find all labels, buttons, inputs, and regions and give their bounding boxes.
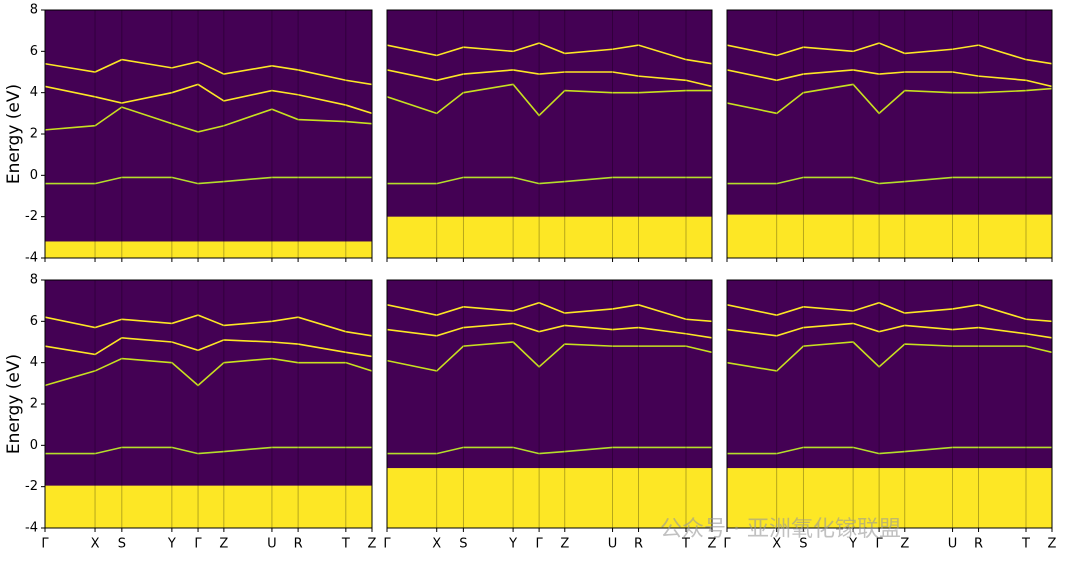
band-line: [45, 106, 372, 133]
y-axis-label: Energy (eV): [4, 354, 24, 454]
y-tick-label: 2: [30, 127, 38, 142]
y-tick-label: 8: [30, 3, 38, 18]
band-line: [387, 42, 712, 65]
band-line: [727, 69, 1052, 88]
watermark: 公众号 · 亚洲氧化镓联盟: [660, 517, 901, 542]
panel-frame: [386, 279, 713, 529]
x-tick-label: Γ: [535, 537, 543, 552]
x-tick-label: Z: [708, 537, 717, 552]
x-tick-label: Y: [508, 537, 517, 552]
valence-region: [45, 241, 372, 258]
y-tick-label: 6: [30, 314, 38, 329]
x-tick-label: R: [974, 537, 983, 552]
panel: [727, 280, 1052, 528]
x-tick-label: Y: [848, 537, 857, 552]
band-line: [45, 446, 372, 455]
x-tick-label: Γ: [41, 537, 49, 552]
valence-region: [387, 216, 712, 258]
band-line: [387, 341, 712, 372]
x-tick-label: Z: [368, 537, 377, 552]
x-tick-label: T: [1021, 537, 1030, 552]
x-tick-label: R: [634, 537, 643, 552]
band-line: [45, 176, 372, 185]
x-tick-label: X: [772, 537, 781, 552]
panel-background: [45, 10, 372, 258]
y-tick-label: -4: [25, 251, 38, 266]
band-line: [45, 314, 372, 337]
band-line: [45, 83, 372, 115]
band-line: [45, 58, 372, 86]
x-tick-label: U: [267, 537, 277, 552]
panel: [387, 10, 712, 258]
x-tick-label: Γ: [723, 537, 731, 552]
panel-frame: [44, 279, 373, 529]
y-tick-label: -2: [25, 479, 38, 494]
y-tick-label: 0: [30, 438, 38, 453]
panel: [45, 280, 372, 528]
band-line: [387, 69, 712, 88]
x-tick-label: U: [948, 537, 958, 552]
x-tick-label: S: [118, 537, 126, 552]
y-tick-label: -2: [25, 209, 38, 224]
band-line: [387, 446, 712, 455]
band-line: [387, 301, 712, 323]
y-tick-label: 4: [30, 355, 38, 370]
band-line: [387, 322, 712, 339]
x-tick-label: T: [681, 537, 690, 552]
y-tick-label: 0: [30, 168, 38, 183]
panel-frame: [386, 9, 713, 259]
panel: [387, 280, 712, 528]
valence-region: [727, 214, 1052, 258]
x-tick-label: S: [799, 537, 807, 552]
panel-frame: [44, 9, 373, 259]
x-tick-label: S: [459, 537, 467, 552]
x-tick-label: Γ: [383, 537, 391, 552]
x-tick-label: Z: [1048, 537, 1057, 552]
band-line: [727, 341, 1052, 372]
band-line: [727, 446, 1052, 455]
band-line: [727, 176, 1052, 185]
y-tick-label: 2: [30, 397, 38, 412]
x-tick-label: R: [294, 537, 303, 552]
y-tick-label: 4: [30, 85, 38, 100]
valence-region: [387, 468, 712, 528]
panel: [727, 10, 1052, 258]
valence-region: [727, 468, 1052, 528]
band-line: [45, 357, 372, 387]
y-tick-label: 8: [30, 273, 38, 288]
x-tick-label: Γ: [194, 537, 202, 552]
x-tick-label: Z: [560, 537, 569, 552]
band-line: [387, 83, 712, 117]
panel-frame: [726, 279, 1053, 529]
panel: [45, 10, 372, 258]
y-tick-label: -4: [25, 521, 38, 536]
x-tick-label: Z: [219, 537, 228, 552]
panel-frame: [726, 9, 1053, 259]
band-line: [727, 83, 1052, 115]
band-line: [45, 337, 372, 358]
y-tick-label: 6: [30, 44, 38, 59]
x-tick-label: U: [608, 537, 618, 552]
x-tick-label: Z: [900, 537, 909, 552]
band-line: [727, 322, 1052, 339]
x-tick-label: T: [341, 537, 350, 552]
band-line: [727, 42, 1052, 65]
band-line: [387, 176, 712, 185]
y-axis-label: Energy (eV): [4, 84, 24, 184]
x-tick-label: Γ: [875, 537, 883, 552]
x-tick-label: Y: [167, 537, 176, 552]
x-tick-label: X: [432, 537, 441, 552]
valence-region: [45, 485, 372, 528]
x-tick-label: X: [91, 537, 100, 552]
band-line: [727, 301, 1052, 323]
